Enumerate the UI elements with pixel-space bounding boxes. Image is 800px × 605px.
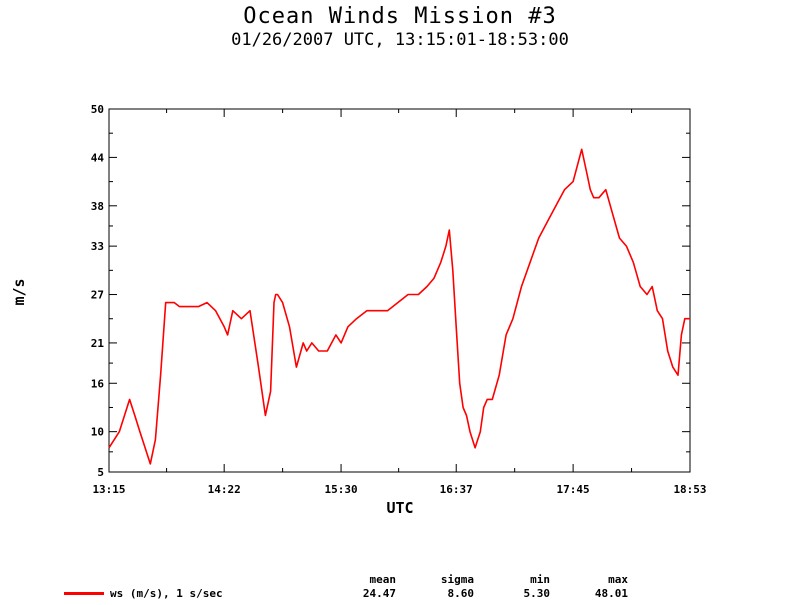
x-tick-label: 13:15 (92, 483, 125, 496)
legend-swatch (64, 592, 104, 595)
y-tick-label: 21 (91, 337, 105, 350)
axis-ticks (108, 108, 691, 473)
y-axis-label: m/s (10, 278, 28, 305)
y-tick-label: 50 (91, 103, 104, 116)
y-tick-label: 38 (91, 200, 104, 213)
legend-header-sigma: sigma (440, 573, 474, 586)
legend-stats: mean sigma min max ws (m/s), 1 s/sec 24.… (0, 572, 800, 605)
series-line-ws (108, 148, 690, 465)
x-tick-label: 14:22 (208, 483, 241, 496)
plot-frame (108, 108, 691, 473)
chart-subtitle: 01/26/2007 UTC, 13:15:01-18:53:00 (231, 30, 569, 50)
x-tick-label: 16:37 (440, 483, 473, 496)
legend-mean-value: 24.47 (362, 587, 396, 600)
y-tick-label: 44 (91, 151, 105, 164)
legend-min-value: 5.30 (523, 587, 551, 600)
legend-header-mean: mean (369, 573, 397, 586)
y-tick-label: 16 (91, 377, 105, 390)
legend-header-min: min (530, 573, 550, 586)
chart-title: Ocean Winds Mission #3 (243, 4, 557, 29)
y-tick-label: 33 (91, 240, 104, 253)
legend-max-value: 48.01 (594, 587, 628, 600)
legend-series-name: ws (m/s), 1 s/sec (110, 587, 223, 600)
legend-header-max: max (608, 573, 628, 586)
legend-sigma-value: 8.60 (447, 587, 475, 600)
wind-speed-chart: 5 10 16 21 27 33 38 44 50 13:15 14:22 15:30 16:37 17… (10, 103, 707, 517)
y-tick-label: 27 (91, 289, 104, 302)
x-tick-labels: 13:15 14:22 15:30 16:37 17:45 18:53 (92, 483, 706, 496)
x-axis-label: UTC (386, 499, 413, 517)
y-tick-label: 5 (97, 466, 104, 479)
x-tick-label: 17:45 (557, 483, 590, 496)
y-tick-labels: 5 10 16 21 27 33 38 44 50 (91, 103, 105, 479)
series-layer (108, 148, 690, 465)
y-tick-label: 10 (91, 426, 104, 439)
x-tick-label: 15:30 (324, 483, 357, 496)
x-tick-label: 18:53 (673, 483, 706, 496)
